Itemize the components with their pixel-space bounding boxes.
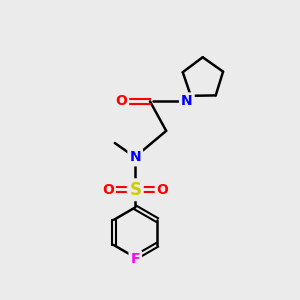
Text: O: O xyxy=(102,183,114,197)
Text: N: N xyxy=(130,150,141,164)
Text: S: S xyxy=(129,181,141,199)
Text: F: F xyxy=(130,252,140,266)
Text: N: N xyxy=(181,94,193,108)
Text: O: O xyxy=(157,183,169,197)
Text: O: O xyxy=(115,94,127,108)
